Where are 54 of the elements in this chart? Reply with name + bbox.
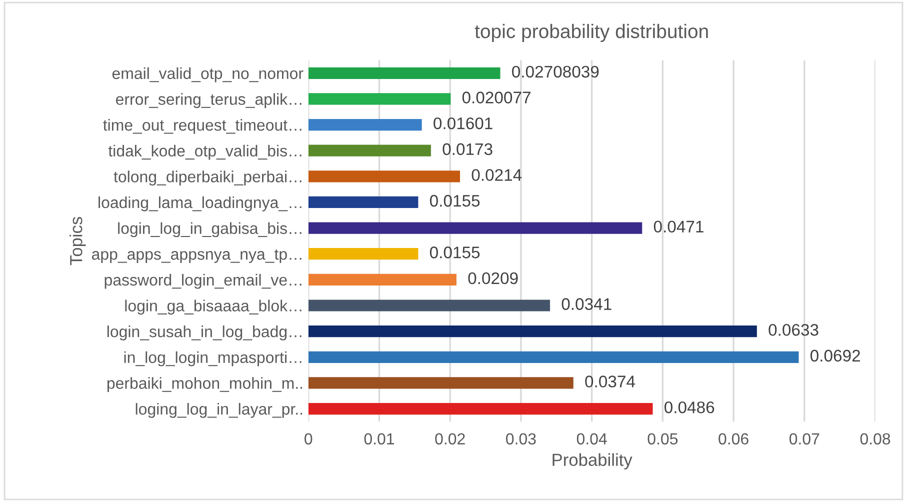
x-tick-label: 0.08 bbox=[860, 433, 890, 445]
y-tick-label: login_ga_bisaaaa_blok… bbox=[125, 300, 302, 315]
x-axis-title: Probability bbox=[552, 453, 632, 470]
data-label: 0.02708039 bbox=[512, 66, 599, 78]
data-label: 0.0214 bbox=[472, 169, 522, 181]
y-tick-label: loging_log_in_layar_pr.. bbox=[136, 402, 302, 418]
bar bbox=[308, 274, 456, 286]
y-tick-label: tolong_diperbaiki_perbai… bbox=[114, 170, 302, 186]
x-tick-label: 0.05 bbox=[648, 433, 678, 445]
y-tick-label: password_login_email_ve… bbox=[104, 274, 302, 289]
bar bbox=[308, 93, 451, 105]
x-tick-label: 0.07 bbox=[789, 433, 820, 445]
data-label: 0.0692 bbox=[810, 350, 860, 362]
data-label: 0.0633 bbox=[768, 324, 818, 336]
y-tick-label: loading_lama_loadingnya_… bbox=[98, 196, 302, 212]
bar bbox=[308, 170, 460, 182]
x-tick-label: 0.06 bbox=[718, 433, 748, 445]
bar bbox=[308, 377, 574, 389]
data-label: 0.0155 bbox=[430, 194, 480, 207]
bar bbox=[308, 326, 757, 338]
x-tick-label: 0.02 bbox=[435, 433, 465, 445]
data-label: 0.0471 bbox=[654, 220, 704, 233]
y-tick-label: time_out_request_timeout… bbox=[103, 118, 302, 134]
bar bbox=[308, 222, 642, 234]
y-axis-title: Topics bbox=[70, 216, 86, 266]
y-tick-label: email_valid_otp_no_nomor bbox=[112, 67, 304, 82]
data-label: 0.0173 bbox=[442, 143, 492, 156]
y-tick-label: tidak_kode_otp_valid_bis… bbox=[108, 144, 302, 160]
y-tick-label: in_log_login_mpasporti… bbox=[124, 351, 302, 366]
bar bbox=[308, 196, 418, 208]
y-tick-label: app_apps_appsnya_nya_tp… bbox=[92, 249, 302, 263]
bar bbox=[308, 300, 550, 312]
data-label: 0.020077 bbox=[462, 92, 530, 104]
x-tick-label: 0.03 bbox=[506, 433, 536, 445]
data-label: 0.0341 bbox=[562, 298, 612, 310]
x-tick-label: 0.01 bbox=[364, 433, 394, 445]
bar bbox=[308, 144, 431, 156]
x-tick-label: 0 bbox=[304, 433, 312, 445]
y-tick-label: error_sering_terus_aplik… bbox=[116, 93, 302, 108]
data-label: 0.0374 bbox=[585, 376, 635, 388]
y-tick-label: login_log_in_gabisa_bis… bbox=[118, 222, 302, 238]
y-tick-label: login_susah_in_log_badg… bbox=[107, 326, 302, 340]
bar bbox=[308, 402, 653, 415]
chart-title: topic probability distribution bbox=[474, 24, 708, 42]
y-tick-label: perbaiki_mohon_mohin_m.. bbox=[107, 377, 302, 392]
x-tick-label: 0.04 bbox=[576, 433, 607, 445]
bar bbox=[308, 67, 500, 79]
data-label: 0.0155 bbox=[430, 246, 480, 258]
data-label: 0.01601 bbox=[434, 117, 492, 130]
bar bbox=[308, 351, 799, 363]
bar bbox=[308, 248, 418, 260]
data-label: 0.0486 bbox=[664, 401, 714, 414]
data-label: 0.0209 bbox=[468, 272, 518, 284]
bar bbox=[308, 118, 422, 131]
